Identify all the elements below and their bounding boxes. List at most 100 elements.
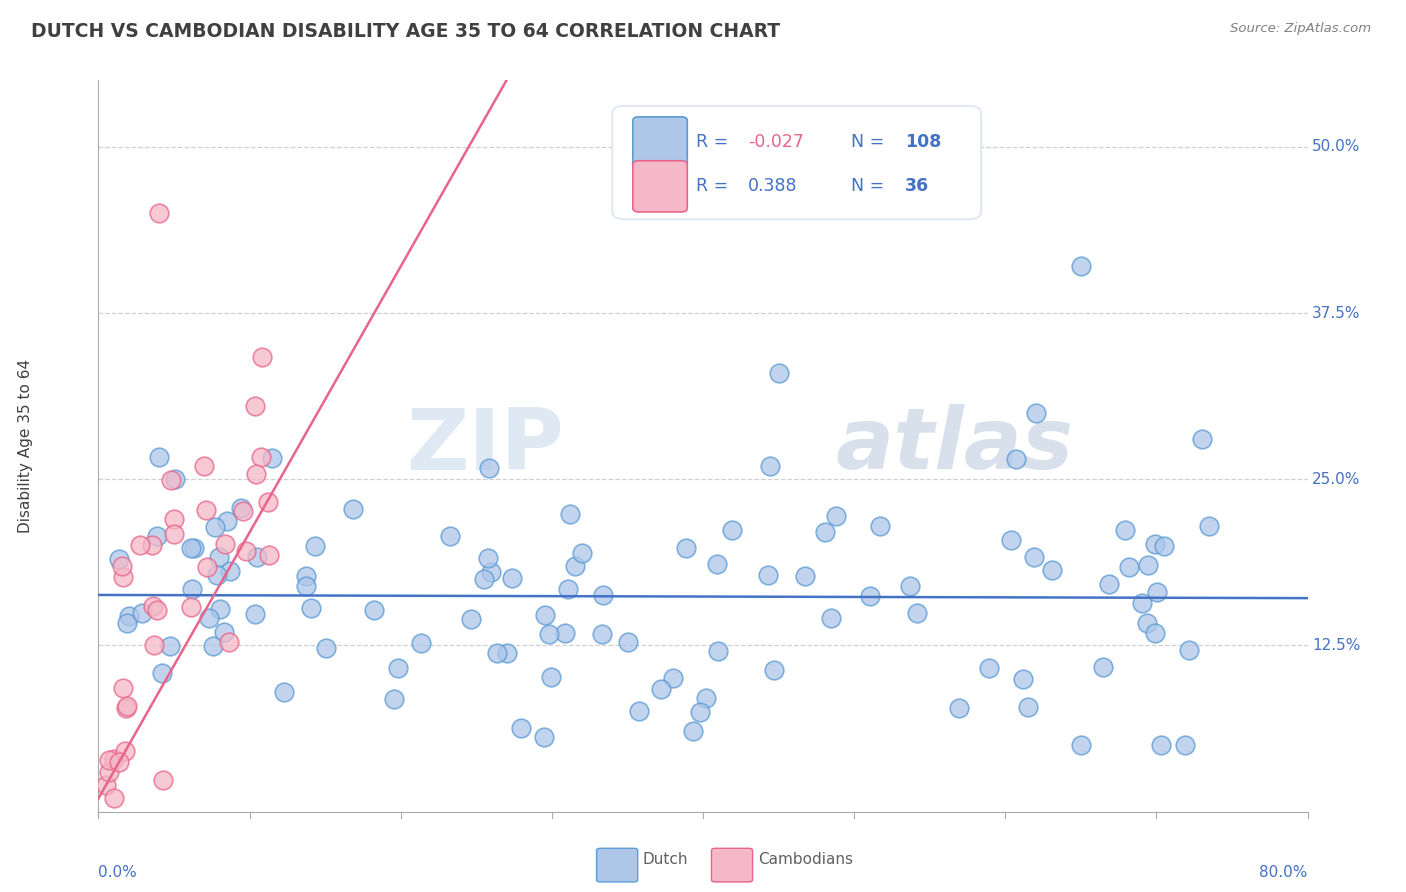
Text: 37.5%: 37.5% (1312, 306, 1361, 320)
Point (1004, 451, 1026, 466)
Point (1144, 625, 1167, 640)
Text: R =: R = (696, 178, 740, 195)
Point (245, 399, 267, 413)
Point (232, 504, 254, 518)
Point (148, 206, 170, 220)
Point (207, 567, 229, 582)
FancyBboxPatch shape (633, 161, 688, 212)
Point (141, 539, 163, 553)
Point (759, 458, 782, 473)
Point (898, 579, 921, 593)
Point (249, 450, 271, 464)
Point (439, 529, 461, 543)
Point (557, 582, 579, 596)
Point (160, 473, 183, 487)
Text: -0.027: -0.027 (748, 134, 804, 152)
Point (256, 494, 278, 508)
Point (117, 698, 139, 713)
Point (695, 690, 717, 705)
Point (217, 514, 239, 528)
Point (107, 552, 129, 566)
Point (675, 541, 697, 556)
Point (1024, 406, 1046, 420)
Point (146, 603, 169, 617)
FancyBboxPatch shape (596, 848, 638, 882)
Point (1017, 699, 1039, 714)
Point (204, 520, 226, 534)
Point (208, 602, 231, 616)
Point (948, 701, 970, 715)
Point (977, 661, 1000, 675)
Point (112, 570, 135, 584)
Text: 0.388: 0.388 (748, 178, 797, 195)
Point (163, 527, 186, 541)
Point (193, 458, 215, 473)
Point (94, 778, 117, 792)
Point (180, 599, 202, 614)
Point (117, 616, 139, 631)
Point (159, 639, 181, 653)
Text: R =: R = (696, 134, 734, 152)
Point (252, 350, 274, 364)
Text: N =: N = (851, 178, 894, 195)
Point (793, 568, 815, 582)
Point (1022, 549, 1045, 564)
Point (273, 685, 295, 699)
Point (1012, 672, 1035, 686)
Point (363, 603, 385, 617)
Point (246, 549, 269, 564)
Point (571, 546, 593, 560)
Point (214, 624, 236, 639)
Text: 36: 36 (905, 178, 929, 195)
Point (1150, 738, 1173, 752)
Point (706, 557, 728, 571)
Point (201, 639, 224, 653)
Point (533, 731, 555, 745)
Point (510, 721, 533, 735)
Text: 25.0%: 25.0% (1312, 472, 1361, 487)
Point (1118, 559, 1140, 574)
Point (479, 566, 502, 580)
Point (108, 755, 131, 769)
Point (103, 751, 125, 765)
Point (229, 500, 252, 515)
Point (299, 601, 322, 615)
Point (118, 609, 141, 624)
Point (558, 507, 581, 521)
Point (918, 166, 941, 180)
Point (501, 571, 523, 585)
Point (148, 450, 170, 464)
Point (533, 607, 555, 622)
Text: N =: N = (851, 134, 889, 152)
Point (315, 640, 337, 655)
Point (198, 610, 221, 624)
Point (460, 612, 482, 626)
Point (1070, 260, 1092, 274)
Point (114, 744, 136, 758)
Point (1130, 596, 1153, 610)
Point (195, 503, 218, 517)
Text: 108: 108 (905, 134, 941, 152)
Point (1136, 616, 1159, 631)
Point (98, 764, 121, 779)
Point (472, 572, 495, 586)
Point (1191, 433, 1213, 447)
Text: atlas: atlas (837, 404, 1074, 488)
Point (905, 606, 928, 620)
Point (342, 501, 364, 516)
Point (1146, 585, 1168, 599)
Point (592, 589, 614, 603)
Point (163, 472, 186, 486)
Point (1178, 643, 1201, 657)
Point (869, 519, 891, 533)
Point (218, 635, 240, 649)
Point (181, 582, 204, 596)
Point (540, 670, 562, 684)
Point (183, 541, 205, 555)
Point (409, 636, 432, 650)
Point (762, 663, 785, 677)
Point (131, 607, 153, 621)
Point (243, 607, 266, 621)
Point (689, 705, 711, 719)
Point (477, 551, 499, 566)
